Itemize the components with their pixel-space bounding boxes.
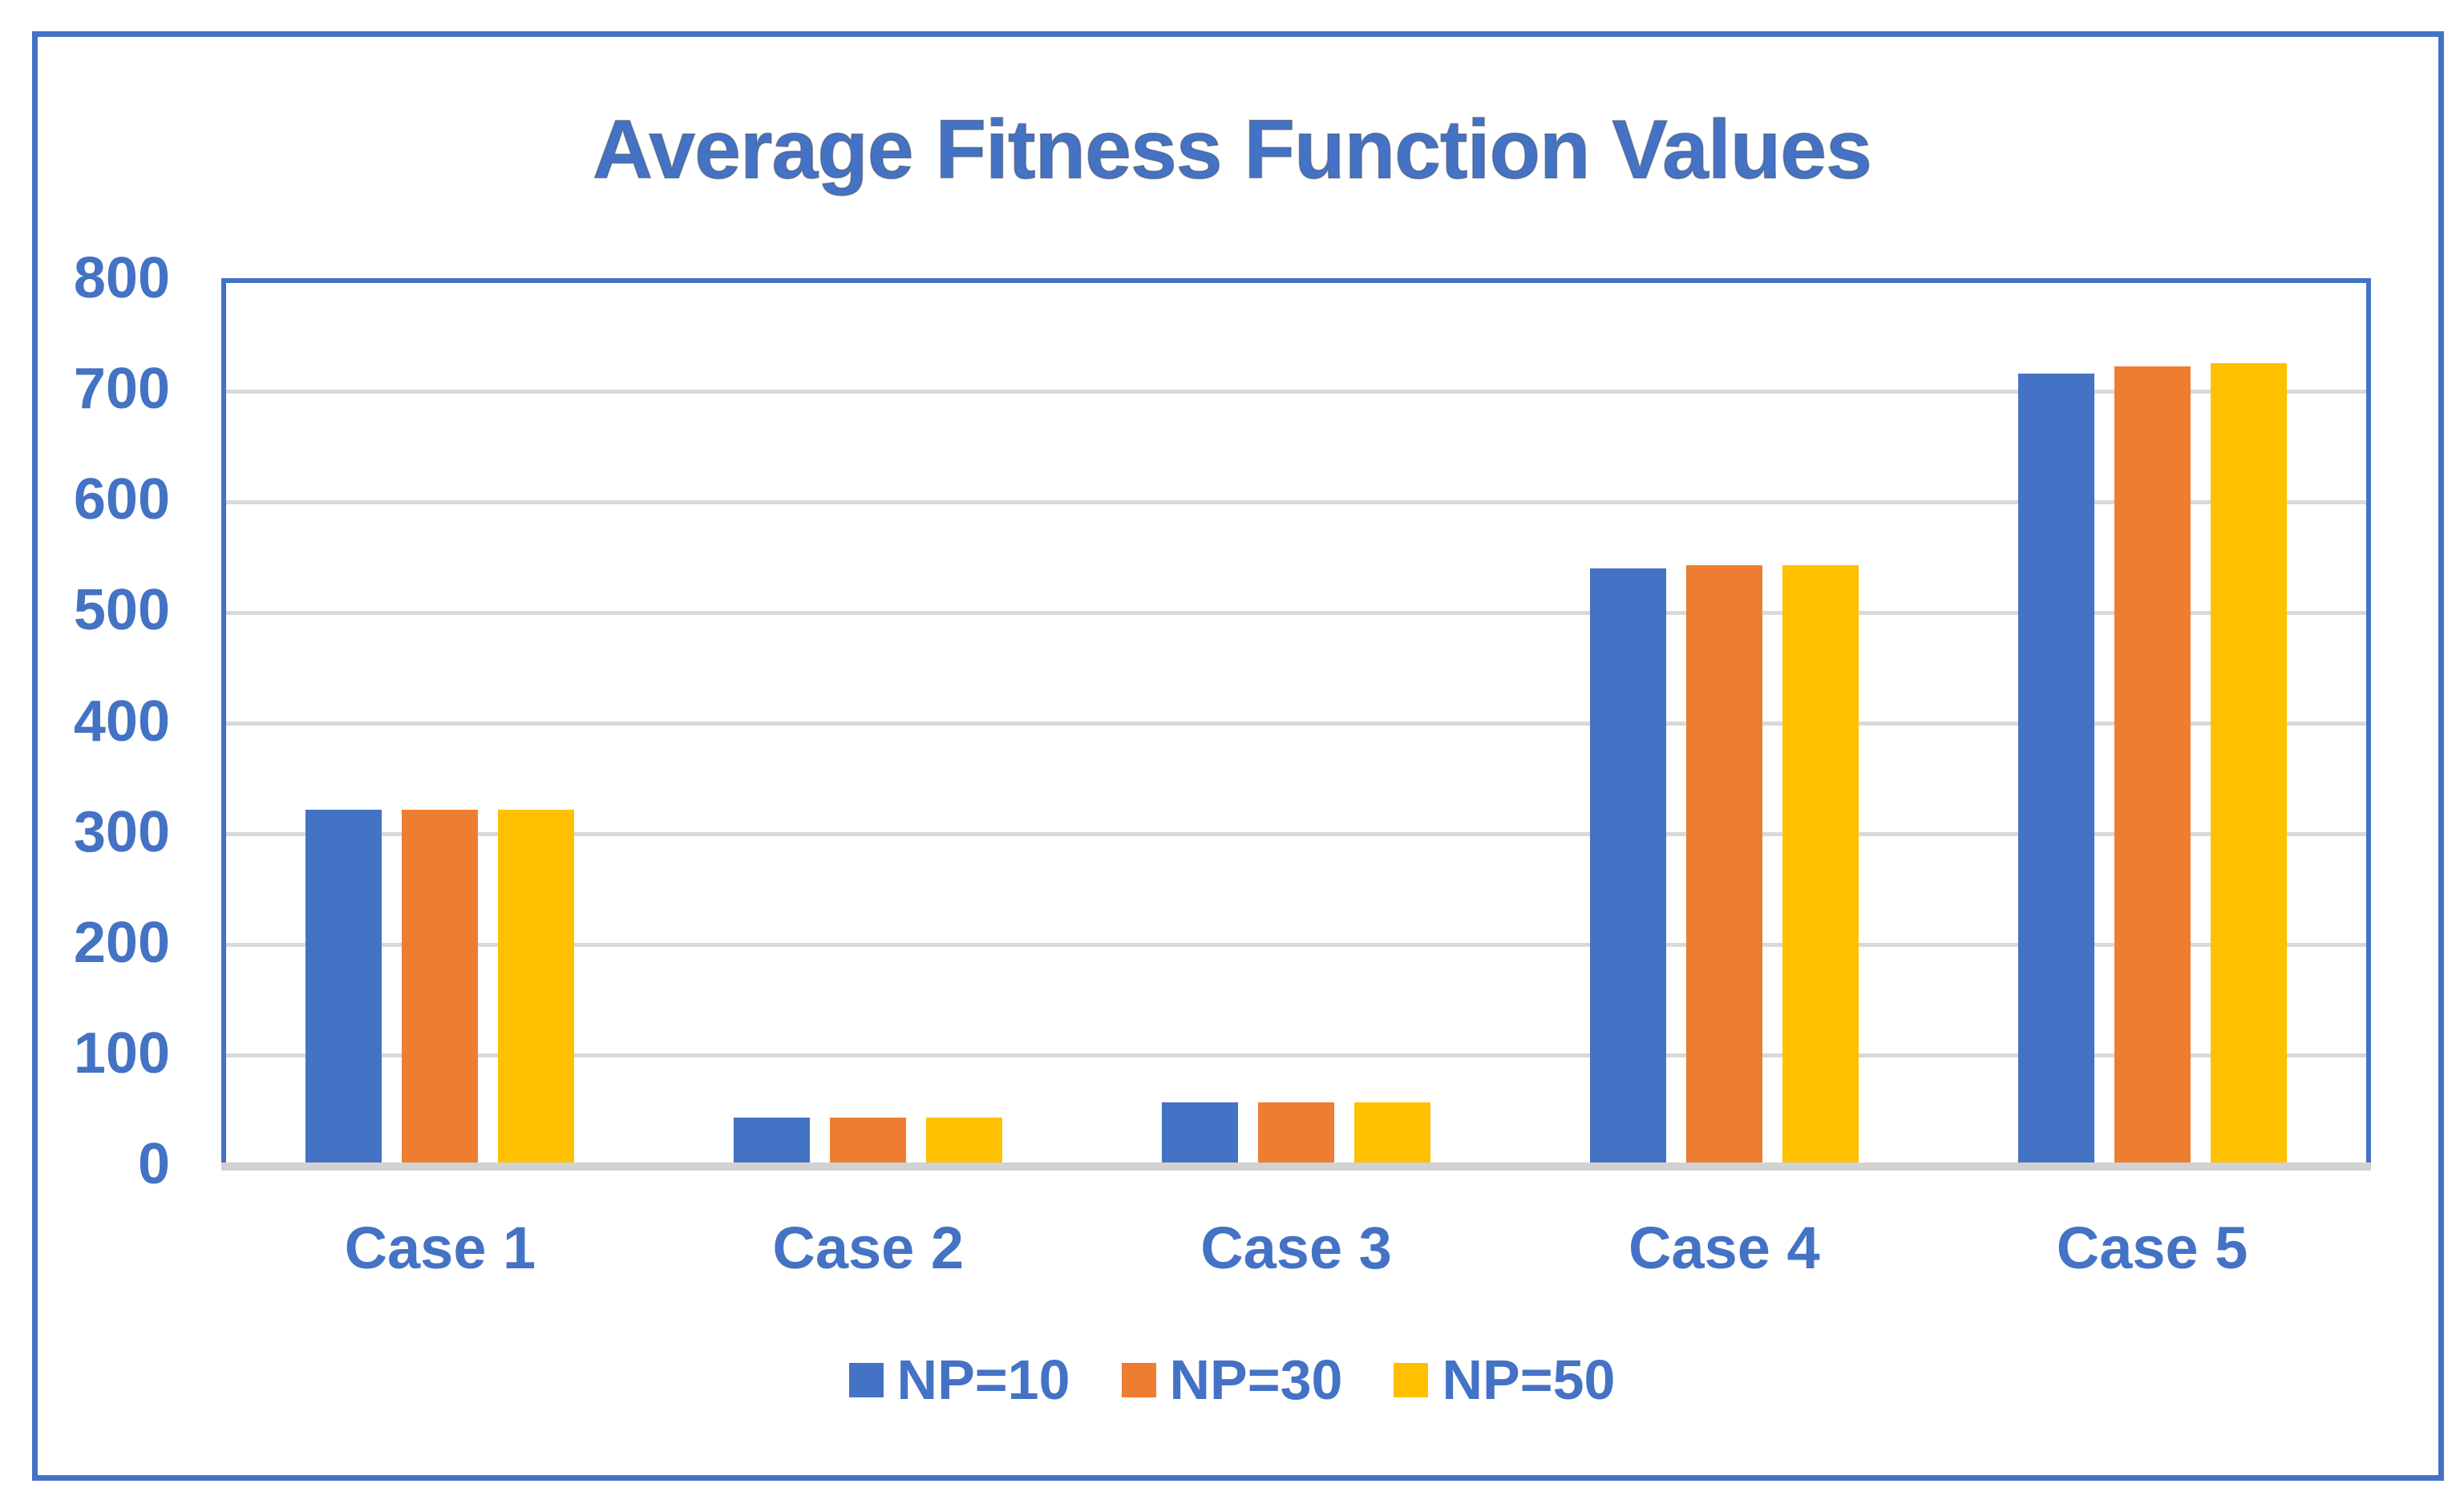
y-axis-tick-label: 800 (73, 246, 170, 311)
legend-item-np=30: NP=30 (1121, 1348, 1343, 1411)
x-axis-category-label: Case 2 (772, 1215, 964, 1281)
gridline (226, 943, 2366, 948)
bar-NP=30-case-3 (1258, 1102, 1334, 1164)
chart-title: Average Fitness Function Values (592, 103, 1872, 197)
bar-NP=10-case-4 (1589, 568, 1666, 1164)
y-axis-tick-label: 500 (73, 578, 170, 643)
bar-NP=50-case-5 (2210, 363, 2287, 1164)
y-axis-tick-label: 200 (73, 910, 170, 975)
y-axis-tick-label: 100 (73, 1021, 170, 1086)
bar-NP=50-case-1 (498, 810, 575, 1164)
legend-label-np=30: NP=30 (1169, 1348, 1343, 1411)
gridline (226, 610, 2366, 615)
bar-NP=10-case-1 (305, 810, 382, 1164)
legend-swatch-np=30 (1121, 1362, 1156, 1397)
bar-NP=10-case-3 (1162, 1102, 1238, 1164)
bar-NP=10-case-5 (2017, 374, 2094, 1164)
x-axis-category-label: Case 5 (2056, 1215, 2248, 1281)
x-axis-category-label: Case 3 (1200, 1215, 1392, 1281)
y-axis-tick-label: 0 (137, 1132, 170, 1197)
plot-area-border (221, 278, 2371, 1164)
bar-NP=50-case-2 (926, 1118, 1003, 1164)
x-axis-line (221, 1162, 2371, 1171)
bar-NP=30-case-2 (830, 1118, 907, 1164)
gridline (226, 1053, 2366, 1058)
y-axis-tick-label: 400 (73, 689, 170, 754)
y-axis-tick-label: 700 (73, 357, 170, 422)
bar-NP=30-case-4 (1685, 565, 1762, 1164)
bar-NP=30-case-1 (402, 810, 479, 1164)
x-axis-category-label: Case 4 (1628, 1215, 1820, 1281)
y-axis-tick-label: 600 (73, 467, 170, 532)
gridline (226, 832, 2366, 837)
legend: NP=10 NP=30 NP=50 (0, 1352, 2464, 1408)
bar-NP=50-case-4 (1782, 565, 1859, 1164)
gridline (226, 722, 2366, 726)
x-axis-category-label: Case 1 (344, 1215, 536, 1281)
legend-swatch-np=50 (1394, 1362, 1429, 1397)
legend-label-np=10: NP=10 (896, 1348, 1070, 1411)
legend-item-np=50: NP=50 (1394, 1352, 1615, 1408)
gridline (226, 389, 2366, 394)
gridline (226, 499, 2366, 504)
bar-NP=30-case-5 (2114, 366, 2191, 1164)
bar-NP=10-case-2 (734, 1118, 811, 1164)
legend-item-np=10: NP=10 (848, 1348, 1070, 1411)
bar-NP=50-case-3 (1354, 1102, 1430, 1164)
legend-swatch-np=10 (848, 1362, 884, 1397)
legend-label-np=50: NP=50 (1442, 1348, 1616, 1411)
y-axis-tick-label: 300 (73, 799, 170, 864)
